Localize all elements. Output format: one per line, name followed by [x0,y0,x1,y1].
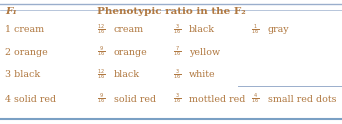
Text: $\mathregular{\frac{12}{16}}$: $\mathregular{\frac{12}{16}}$ [97,23,106,37]
Text: white: white [189,70,216,79]
Text: $\mathregular{\frac{1}{16}}$: $\mathregular{\frac{1}{16}}$ [251,23,260,37]
Text: 2 orange: 2 orange [5,48,48,57]
Text: 4 solid red: 4 solid red [5,95,56,104]
Text: cream: cream [114,25,144,34]
Text: $\mathregular{\frac{7}{16}}$: $\mathregular{\frac{7}{16}}$ [173,45,181,59]
Text: gray: gray [268,25,289,34]
Text: solid red: solid red [114,95,156,104]
Text: 1 cream: 1 cream [5,25,44,34]
Text: F₁: F₁ [5,7,17,16]
Text: $\mathregular{\frac{12}{16}}$: $\mathregular{\frac{12}{16}}$ [97,67,106,81]
Text: 3 black: 3 black [5,70,40,79]
Text: orange: orange [114,48,148,57]
Text: black: black [189,25,215,34]
Text: $\mathregular{\frac{3}{16}}$: $\mathregular{\frac{3}{16}}$ [173,92,181,106]
Text: $\mathregular{\frac{9}{16}}$: $\mathregular{\frac{9}{16}}$ [97,92,106,106]
Text: Phenotypic ratio in the F₂: Phenotypic ratio in the F₂ [97,7,245,16]
Text: mottled red: mottled red [189,95,246,104]
Text: $\mathregular{\frac{3}{16}}$: $\mathregular{\frac{3}{16}}$ [173,23,181,37]
Text: black: black [114,70,140,79]
Text: $\mathregular{\frac{9}{16}}$: $\mathregular{\frac{9}{16}}$ [97,45,106,59]
Text: $\mathregular{\frac{4}{16}}$: $\mathregular{\frac{4}{16}}$ [251,92,260,106]
Text: small red dots: small red dots [268,95,336,104]
Text: yellow: yellow [189,48,220,57]
Text: $\mathregular{\frac{3}{16}}$: $\mathregular{\frac{3}{16}}$ [173,67,181,81]
